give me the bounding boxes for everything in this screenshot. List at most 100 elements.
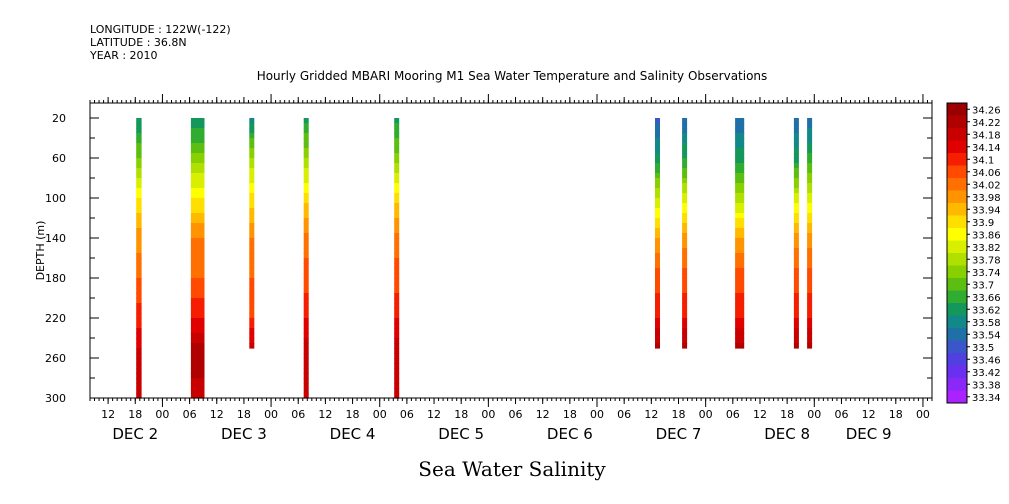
profile-cell (655, 173, 660, 179)
profile-cell (735, 303, 745, 309)
profile-cell (190, 148, 205, 154)
colorbar: 34.2634.2234.1834.1434.134.0634.0233.983… (946, 102, 1001, 404)
profile-cell (807, 178, 813, 184)
profile-cell (394, 353, 400, 359)
profile-cell (394, 153, 400, 159)
profile-cell (190, 338, 205, 344)
x-day-label: DEC 9 (846, 425, 892, 443)
profile-cell (249, 148, 255, 154)
profile-cell (394, 203, 400, 209)
profile-cell (655, 213, 660, 219)
profile-cell (303, 213, 309, 219)
profile-cell (303, 298, 309, 304)
colorbar-swatch (947, 328, 967, 341)
profile-cell (793, 268, 799, 274)
profile-cell (249, 313, 255, 319)
profile-cell (190, 193, 205, 199)
profile-cell (793, 298, 799, 304)
profile-cell (735, 223, 745, 229)
profile-cell (793, 283, 799, 289)
profile-cell (303, 133, 309, 139)
profile-cell (793, 193, 799, 199)
profile-cell (793, 163, 799, 169)
profile-cell (190, 208, 205, 214)
profile-cell (807, 238, 813, 244)
profile-cell (735, 173, 745, 179)
profile-cell (655, 313, 660, 319)
profile-cell (807, 293, 813, 299)
profile-cell (394, 348, 400, 354)
profile-column (190, 118, 205, 399)
profile-cell (136, 163, 142, 169)
profile-cell (735, 168, 745, 174)
colorbar-label: 33.98 (972, 193, 1001, 204)
profile-cell (249, 228, 255, 234)
profile-cell (394, 323, 400, 329)
profile-cell (303, 373, 309, 379)
profile-cell (303, 123, 309, 129)
profile-cell (249, 168, 255, 174)
profile-cell (682, 253, 688, 259)
x-axis-label: Sea Water Salinity (418, 457, 606, 481)
colorbar-swatch (947, 265, 967, 279)
profile-cell (682, 263, 688, 269)
x-tick-label: 18 (563, 408, 577, 421)
profile-cell (682, 173, 688, 179)
profile-cell (682, 293, 688, 299)
profile-cell (136, 333, 142, 339)
profile-cell (807, 153, 813, 159)
profile-cell (807, 253, 813, 259)
profile-cell (655, 243, 660, 249)
profile-cell (394, 373, 400, 379)
profile-cell (807, 128, 813, 134)
profile-cell (190, 353, 205, 359)
profile-cell (394, 128, 400, 134)
profile-cell (655, 333, 660, 339)
profile-cell (394, 338, 400, 344)
profile-cell (807, 333, 813, 339)
profile-cell (682, 318, 688, 324)
profile-cell (303, 148, 309, 154)
profile-cell (249, 258, 255, 264)
profile-cell (394, 183, 400, 189)
profile-cell (249, 178, 255, 184)
colorbar-label: 33.62 (972, 305, 1001, 316)
profile-cell (249, 268, 255, 274)
profile-cell (807, 263, 813, 269)
profile-cell (655, 128, 660, 134)
colorbar-swatch (947, 228, 967, 241)
profile-cell (394, 218, 400, 224)
profile-cell (190, 378, 205, 384)
profile-cell (793, 218, 799, 224)
profile-cell (807, 193, 813, 199)
profile-cell (793, 253, 799, 259)
profile-column (807, 118, 813, 349)
axes: 12 18 00 06 12 18 00 06 12 18 00 06 12 18 00 06 12 18 00 06… (45, 94, 933, 443)
colorbar-swatch (947, 190, 967, 204)
profile-cell (807, 308, 813, 314)
profile-cell (807, 168, 813, 174)
colorbar-swatch (947, 290, 967, 304)
profile-cell (655, 143, 660, 149)
x-tick-label: 18 (671, 408, 685, 421)
profile-cell (249, 323, 255, 329)
y-tick-label: 220 (45, 312, 66, 325)
profile-cell (136, 268, 142, 274)
profile-cell (136, 148, 142, 154)
profile-cell (682, 308, 688, 314)
profile-cell (190, 258, 205, 264)
profile-cell (735, 263, 745, 269)
profile-cell (793, 203, 799, 209)
x-day-label: DEC 5 (438, 425, 484, 443)
profile-cell (136, 178, 142, 184)
profile-cell (655, 153, 660, 159)
profile-cell (793, 228, 799, 234)
profile-cell (136, 338, 142, 344)
profile-cell (793, 223, 799, 229)
profile-cell (303, 313, 309, 319)
profile-cell (807, 288, 813, 294)
profile-cell (303, 258, 309, 264)
profile-cell (136, 183, 142, 189)
profile-cell (735, 313, 745, 319)
x-day-label: DEC 2 (112, 425, 158, 443)
